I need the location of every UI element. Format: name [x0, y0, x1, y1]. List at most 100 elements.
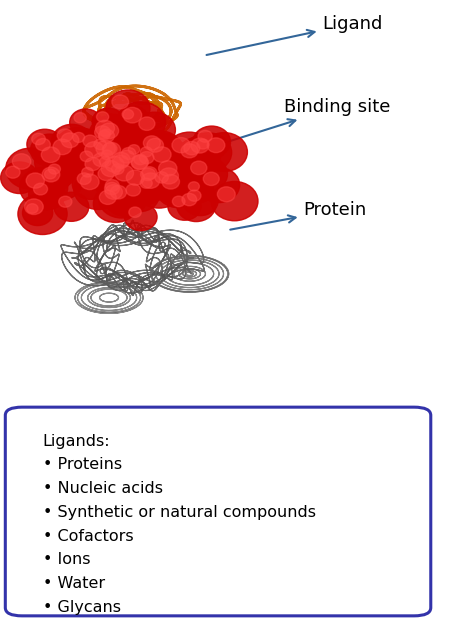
Circle shape — [197, 139, 209, 149]
Circle shape — [155, 172, 168, 183]
Circle shape — [168, 192, 201, 220]
Circle shape — [105, 185, 122, 199]
Circle shape — [99, 179, 145, 218]
Circle shape — [135, 167, 183, 208]
Circle shape — [142, 167, 157, 179]
Circle shape — [99, 129, 114, 143]
Circle shape — [89, 121, 131, 156]
Circle shape — [118, 106, 148, 131]
Circle shape — [78, 131, 115, 162]
Circle shape — [128, 144, 140, 154]
Circle shape — [112, 153, 130, 167]
Circle shape — [140, 178, 152, 188]
Circle shape — [165, 132, 213, 172]
Circle shape — [120, 164, 168, 205]
Circle shape — [121, 180, 159, 211]
Circle shape — [133, 112, 175, 148]
FancyBboxPatch shape — [5, 407, 431, 616]
Text: Ligands:: Ligands: — [43, 434, 110, 449]
Circle shape — [6, 148, 55, 189]
Circle shape — [178, 136, 220, 172]
Circle shape — [105, 156, 124, 172]
Circle shape — [97, 112, 109, 122]
Circle shape — [20, 167, 68, 208]
Circle shape — [150, 167, 186, 197]
Circle shape — [36, 138, 50, 151]
Circle shape — [191, 161, 207, 175]
Circle shape — [85, 157, 100, 170]
Circle shape — [108, 159, 158, 201]
Circle shape — [172, 138, 190, 153]
Circle shape — [12, 154, 31, 169]
Circle shape — [28, 179, 65, 210]
Circle shape — [34, 183, 47, 195]
Circle shape — [96, 120, 115, 136]
Text: • Cofactors: • Cofactors — [43, 529, 134, 544]
Circle shape — [184, 179, 213, 203]
Circle shape — [136, 175, 168, 202]
Circle shape — [54, 192, 89, 221]
Circle shape — [0, 162, 38, 193]
Circle shape — [175, 139, 219, 176]
Circle shape — [207, 138, 225, 153]
Circle shape — [184, 133, 232, 172]
Circle shape — [74, 113, 86, 123]
Circle shape — [123, 107, 142, 123]
Circle shape — [119, 150, 135, 163]
Circle shape — [27, 204, 38, 213]
Circle shape — [42, 167, 60, 182]
Circle shape — [6, 166, 20, 178]
Circle shape — [74, 169, 123, 210]
Circle shape — [124, 203, 157, 231]
Circle shape — [111, 164, 124, 174]
Circle shape — [53, 139, 72, 154]
Circle shape — [122, 148, 136, 159]
Circle shape — [191, 138, 209, 153]
Circle shape — [201, 133, 247, 172]
Circle shape — [152, 162, 203, 205]
Circle shape — [188, 182, 200, 191]
Circle shape — [99, 178, 138, 211]
Circle shape — [35, 141, 84, 182]
Text: • Nucleic acids: • Nucleic acids — [43, 481, 163, 496]
Circle shape — [100, 157, 111, 167]
Circle shape — [162, 174, 180, 189]
Circle shape — [70, 109, 102, 136]
Circle shape — [18, 193, 67, 234]
Circle shape — [95, 126, 110, 139]
Circle shape — [93, 185, 138, 223]
Circle shape — [135, 164, 174, 197]
Circle shape — [141, 173, 160, 188]
Circle shape — [143, 136, 160, 150]
Circle shape — [126, 151, 169, 187]
Circle shape — [136, 143, 168, 170]
Circle shape — [46, 133, 95, 175]
Circle shape — [211, 182, 258, 221]
Circle shape — [73, 133, 85, 143]
Circle shape — [98, 167, 114, 180]
Circle shape — [140, 147, 153, 157]
Circle shape — [218, 187, 235, 202]
Circle shape — [68, 129, 100, 155]
Circle shape — [36, 162, 82, 201]
Circle shape — [100, 190, 116, 205]
Circle shape — [93, 125, 135, 159]
Circle shape — [185, 156, 228, 192]
Circle shape — [81, 174, 99, 190]
Text: • Synthetic or natural compounds: • Synthetic or natural compounds — [43, 505, 316, 520]
Circle shape — [134, 148, 173, 179]
Text: Binding site: Binding site — [202, 98, 391, 150]
Circle shape — [153, 147, 171, 162]
Circle shape — [112, 95, 128, 109]
Circle shape — [147, 138, 164, 152]
Circle shape — [182, 193, 197, 206]
Circle shape — [85, 141, 104, 157]
Circle shape — [137, 131, 182, 168]
Circle shape — [106, 90, 150, 127]
Circle shape — [126, 170, 145, 185]
Circle shape — [76, 148, 109, 175]
Circle shape — [156, 169, 202, 208]
Circle shape — [89, 135, 140, 177]
Circle shape — [141, 168, 155, 180]
Circle shape — [45, 169, 56, 179]
